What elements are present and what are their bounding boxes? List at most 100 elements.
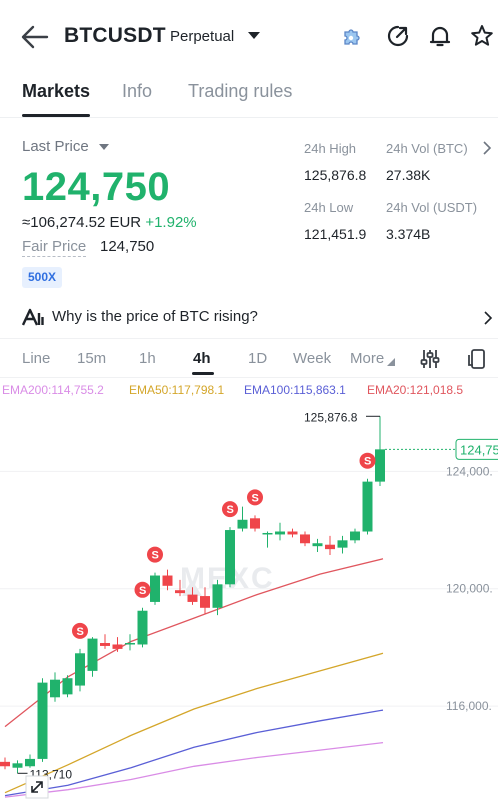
share-icon[interactable] xyxy=(385,23,411,49)
indicator-settings-icon[interactable] xyxy=(419,348,441,370)
y-axis-tick-label: 116,000. xyxy=(446,699,492,713)
candle-body xyxy=(37,682,48,759)
candle-body xyxy=(87,638,98,671)
stat-high-label: 24h High xyxy=(304,141,357,156)
sell-marker-label: S xyxy=(227,504,234,516)
converted-price: ≈106,274.52 EUR +1.92% xyxy=(22,214,197,231)
tf-more[interactable]: More xyxy=(350,350,385,367)
candle-body xyxy=(375,449,385,482)
bell-icon[interactable] xyxy=(427,23,453,49)
candle-body xyxy=(175,590,185,594)
candle-body xyxy=(250,518,260,529)
sell-marker-label: S xyxy=(364,456,371,468)
sell-marker xyxy=(134,581,151,598)
chevron-down-icon[interactable] xyxy=(247,28,261,42)
expand-arrows[interactable] xyxy=(31,781,43,793)
puzzle-icon[interactable] xyxy=(338,23,364,49)
sell-marker xyxy=(222,501,238,518)
last-price: 124,750 xyxy=(22,165,171,209)
candle-body xyxy=(187,594,198,602)
stat-vol-usdt-value: 3.374B xyxy=(386,226,431,242)
change-percent: +1.92% xyxy=(145,214,197,231)
candle-body xyxy=(25,758,35,767)
sell-marker-label: S xyxy=(152,550,159,562)
tf-line[interactable]: Line xyxy=(22,350,51,367)
last-price-tag-label: 124,75 xyxy=(460,442,498,457)
fair-price-value: 124,750 xyxy=(100,238,155,255)
sell-marker xyxy=(72,622,88,639)
sell-marker xyxy=(359,452,376,469)
news-prompt-text[interactable]: Why is the price of BTC rising? xyxy=(52,308,258,325)
timeframe-bar xyxy=(0,338,498,378)
candle-body xyxy=(150,575,160,602)
tf-15m[interactable]: 15m xyxy=(77,350,107,367)
contract-type[interactable]: Perpetual xyxy=(170,28,235,45)
candle-body xyxy=(350,531,360,541)
chevron-down-icon[interactable] xyxy=(387,358,395,366)
expand-icon[interactable] xyxy=(25,775,49,799)
ai-logo-icon xyxy=(22,308,44,326)
tab-trading-rules[interactable]: Trading rules xyxy=(188,81,293,101)
fair-price-label[interactable]: Fair Price xyxy=(22,238,87,257)
candle-body xyxy=(212,584,223,608)
sell-marker xyxy=(247,489,263,506)
candle-body xyxy=(112,644,123,649)
candle-body xyxy=(362,481,373,532)
stat-low-label: 24h Low xyxy=(304,200,354,215)
ema50-legend: EMA50:117,798.1 xyxy=(129,383,225,397)
sell-marker-label: S xyxy=(252,492,259,504)
last-price-label[interactable]: Last Price xyxy=(22,138,89,155)
stat-vol-btc-label: 24h Vol (BTC) xyxy=(386,141,468,156)
tf-1h[interactable]: 1h xyxy=(139,350,156,367)
ema200-legend: EMA200:114,755.2 xyxy=(2,383,104,397)
section-tabs: Markets Info Trading rules xyxy=(0,72,498,118)
stat-high-value: 125,876.8 xyxy=(304,167,367,183)
sell-marker-label: S xyxy=(77,626,84,638)
tab-info[interactable]: Info xyxy=(122,81,153,101)
ema100-line xyxy=(4,709,384,797)
active-timeframe-indicator xyxy=(192,372,214,375)
chevron-down-icon[interactable] xyxy=(98,142,110,152)
candle-body xyxy=(287,531,298,535)
candle-body xyxy=(100,643,110,646)
stat-low-value: 121,451.9 xyxy=(304,226,367,242)
candle-body xyxy=(50,679,60,698)
candle-body xyxy=(337,540,348,548)
y-axis-tick-label: 124,000. xyxy=(446,464,493,478)
rotate-screen-icon[interactable] xyxy=(467,348,489,370)
candle-body xyxy=(125,643,135,645)
converted-price-eur: ≈106,274.52 EUR xyxy=(22,214,142,231)
stat-vol-btc-value: 27.38K xyxy=(386,167,431,183)
chevron-right-icon[interactable] xyxy=(483,311,493,325)
ema100-legend: EMA100:115,863.1 xyxy=(244,383,346,397)
candle-body xyxy=(262,532,273,535)
ema20-legend: EMA20:121,018.5 xyxy=(367,383,464,397)
symbol-title[interactable]: BTCUSDT xyxy=(64,24,166,47)
chevron-right-icon[interactable] xyxy=(482,141,492,155)
candle-body xyxy=(62,678,73,695)
candle-body xyxy=(137,610,148,645)
candle-body xyxy=(237,519,248,529)
sell-marker-label: S xyxy=(139,585,146,597)
tf-4h[interactable]: 4h xyxy=(193,350,211,367)
y-axis-tick-label: 120,000. xyxy=(446,582,493,596)
candle-body xyxy=(225,530,235,585)
candle-body xyxy=(300,534,310,544)
candlestick-chart[interactable]: 124,000.120,000.116,000.MEXCSSSSSS125,87… xyxy=(0,398,498,800)
ema200-line xyxy=(4,741,384,798)
back-arrow-icon[interactable] xyxy=(20,24,50,50)
active-tab-indicator xyxy=(22,114,90,117)
tf-1d[interactable]: 1D xyxy=(248,350,268,367)
stat-vol-usdt-label: 24h Vol (USDT) xyxy=(386,200,478,215)
high-annotation-label: 125,876.8 xyxy=(304,410,358,424)
sell-marker xyxy=(147,546,163,563)
candle-body xyxy=(312,543,323,547)
candle-body xyxy=(325,544,335,550)
candle-body xyxy=(0,761,10,767)
last-price-tag xyxy=(455,438,498,460)
tf-week[interactable]: Week xyxy=(293,350,332,367)
candle-body xyxy=(162,575,173,586)
star-icon[interactable] xyxy=(469,23,495,49)
candle-body xyxy=(275,531,285,535)
tab-markets[interactable]: Markets xyxy=(22,81,91,101)
